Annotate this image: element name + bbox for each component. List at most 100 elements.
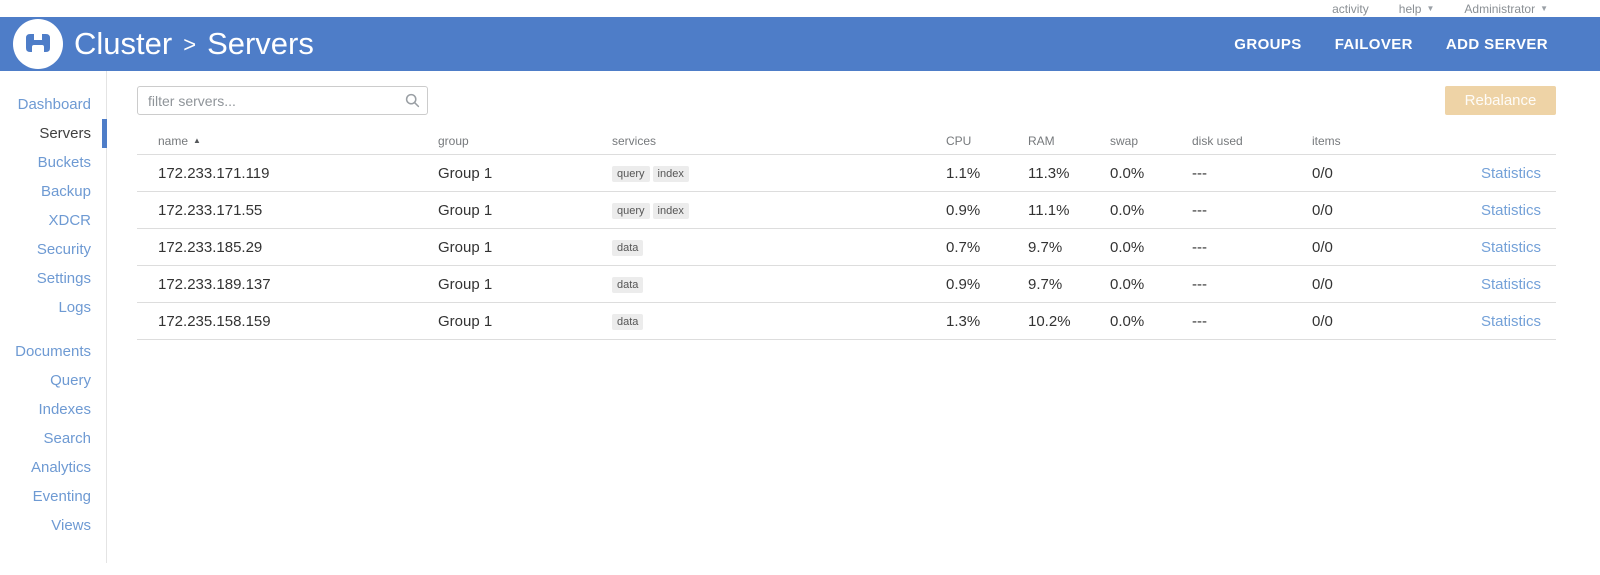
server-name: 172.233.185.29 (158, 238, 263, 256)
service-badge-index: index (652, 166, 689, 182)
server-swap: 0.0% (1110, 164, 1145, 182)
statistics-link[interactable]: Statistics (1480, 164, 1541, 182)
servers-toolbar: Rebalance (137, 86, 1556, 115)
statistics-cell: Statistics (1420, 165, 1556, 182)
user-label: Administrator (1464, 1, 1536, 16)
statistics-link[interactable]: Statistics (1480, 275, 1541, 293)
service-badge-data: data (612, 240, 644, 256)
sidebar-item-query[interactable]: Query (50, 372, 91, 389)
server-items: 0/0 (1312, 238, 1333, 256)
header-action-groups[interactable]: GROUPS (1234, 35, 1302, 53)
sidebar-item-eventing[interactable]: Eventing (32, 488, 91, 505)
server-cpu: 1.1% (946, 164, 981, 182)
server-services: data (612, 238, 946, 256)
server-items: 0/0 (1312, 164, 1333, 182)
server-cpu: 0.7% (946, 238, 981, 256)
server-services: data (612, 275, 946, 293)
statistics-cell: Statistics (1420, 239, 1556, 256)
column-header-label: name (158, 134, 189, 148)
server-items: 0/0 (1312, 312, 1333, 330)
server-ram: 11.3% (1028, 164, 1070, 182)
sidebar-item-settings[interactable]: Settings (36, 270, 91, 287)
column-header-disk-used[interactable]: disk used (1192, 134, 1243, 148)
active-indicator (102, 119, 107, 148)
server-group: Group 1 (438, 312, 493, 330)
header-action-add-server[interactable]: ADD SERVER (1445, 35, 1548, 53)
server-swap: 0.0% (1110, 201, 1145, 219)
help-label: help (1398, 1, 1422, 16)
service-badge-data: data (612, 314, 644, 330)
breadcrumb: Cluster > Servers (74, 26, 314, 62)
servers-table: name ▲ group services CPU RAM swap disk used ite… (137, 128, 1556, 340)
server-cpu: 0.9% (946, 275, 981, 293)
server-group: Group 1 (438, 201, 493, 219)
table-row: 172.235.158.159 Group 1 data 1.3% 10.2% 0.0% -… (137, 303, 1556, 340)
sidebar-item-servers[interactable]: Servers (0, 119, 107, 148)
utility-bar: activity help ▼ Administrator ▼ (0, 0, 1600, 17)
table-row: 172.233.171.55 Group 1 query index 0.9% 11.1%… (137, 192, 1556, 229)
header-actions: GROUPS FAILOVER ADD SERVER (1234, 36, 1548, 53)
rebalance-button[interactable]: Rebalance (1445, 86, 1556, 115)
server-disk-used: --- (1192, 312, 1207, 330)
server-items: 0/0 (1312, 201, 1333, 219)
filter-field (137, 86, 428, 115)
column-header-swap[interactable]: swap (1110, 134, 1139, 148)
server-name: 172.233.189.137 (158, 275, 271, 293)
sidebar-item-indexes[interactable]: Indexes (38, 401, 91, 418)
server-group: Group 1 (438, 238, 493, 256)
app-header: Cluster > Servers GROUPS FAILOVER ADD SERV… (0, 17, 1600, 71)
server-disk-used: --- (1192, 275, 1207, 293)
filter-servers-input[interactable] (137, 86, 428, 115)
sidebar-item-security[interactable]: Security (36, 241, 91, 258)
sidebar-item-analytics[interactable]: Analytics (30, 459, 91, 476)
server-cpu: 1.3% (946, 312, 981, 330)
header-action-failover[interactable]: FAILOVER (1334, 35, 1413, 53)
statistics-link[interactable]: Statistics (1480, 238, 1541, 256)
column-header-ram[interactable]: RAM (1028, 134, 1055, 148)
caret-down-icon: ▼ (1426, 3, 1435, 13)
activity-link[interactable]: activity (1332, 2, 1369, 16)
sort-asc-icon: ▲ (193, 136, 201, 145)
server-group: Group 1 (438, 275, 493, 293)
servers-content: Rebalance name ▲ group services CPU RAM swap di… (107, 71, 1600, 340)
sidebar-item-search[interactable]: Search (43, 430, 91, 447)
service-badge-query: query (612, 166, 650, 182)
sidebar-item-logs[interactable]: Logs (58, 299, 91, 316)
sidebar-group: Documents Query Indexes Search Analytics Even… (0, 337, 106, 540)
service-badge-query: query (612, 203, 650, 219)
chevron-right-icon: > (183, 32, 197, 57)
table-row: 172.233.189.137 Group 1 data 0.9% 9.7% 0.0% --… (137, 266, 1556, 303)
statistics-cell: Statistics (1420, 202, 1556, 219)
sidebar-item-documents[interactable]: Documents (15, 343, 91, 360)
caret-down-icon: ▼ (1540, 3, 1548, 13)
server-ram: 9.7% (1028, 238, 1063, 256)
statistics-cell: Statistics (1420, 276, 1556, 293)
sidebar-item-buckets[interactable]: Buckets (37, 154, 91, 171)
sidebar-item-views[interactable]: Views (51, 517, 91, 534)
server-ram: 11.1% (1028, 201, 1070, 219)
couchbase-logo-icon (12, 18, 64, 70)
column-header-services[interactable]: services (612, 134, 657, 148)
sidebar-item-xdcr[interactable]: XDCR (48, 212, 91, 229)
column-header-items[interactable]: items (1312, 134, 1341, 148)
server-ram: 9.7% (1028, 275, 1063, 293)
help-menu[interactable]: help ▼ (1399, 2, 1435, 16)
service-badge-data: data (612, 277, 644, 293)
sidebar-item-backup[interactable]: Backup (40, 183, 91, 200)
table-row: 172.233.185.29 Group 1 data 0.7% 9.7% 0.0% ---… (137, 229, 1556, 266)
server-services: query index (612, 164, 946, 182)
statistics-link[interactable]: Statistics (1480, 312, 1541, 330)
table-row: 172.233.171.119 Group 1 query index 1.1% 11.3… (137, 155, 1556, 192)
service-badge-index: index (652, 203, 689, 219)
column-header-name[interactable]: name ▲ (143, 134, 438, 148)
server-name: 172.233.171.55 (158, 201, 263, 219)
user-menu[interactable]: Administrator ▼ (1464, 2, 1548, 16)
server-services: query index (612, 201, 946, 219)
statistics-link[interactable]: Statistics (1480, 201, 1541, 219)
server-ram: 10.2% (1028, 312, 1071, 330)
sidebar-item-dashboard[interactable]: Dashboard (17, 96, 91, 113)
column-header-cpu[interactable]: CPU (946, 134, 972, 148)
column-header-group[interactable]: group (438, 134, 469, 148)
server-disk-used: --- (1192, 238, 1207, 256)
search-icon (405, 93, 420, 113)
